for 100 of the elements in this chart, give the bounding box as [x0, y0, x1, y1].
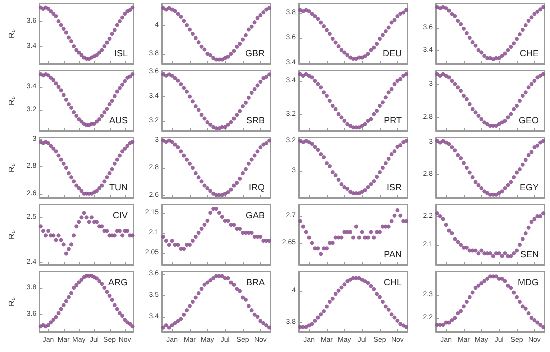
point [453, 316, 458, 320]
point [196, 40, 201, 45]
point [324, 162, 329, 166]
point [182, 19, 186, 24]
point [200, 180, 204, 184]
point [500, 276, 504, 281]
point [66, 171, 71, 176]
point [196, 291, 201, 296]
point [170, 239, 174, 243]
point [447, 142, 452, 146]
point [402, 74, 406, 78]
point [363, 188, 368, 192]
annotation: ARG [108, 278, 128, 288]
point [38, 224, 43, 229]
point [190, 300, 195, 304]
point [380, 100, 385, 105]
point [441, 323, 446, 328]
point [206, 186, 210, 190]
point [441, 72, 446, 76]
point [520, 94, 525, 98]
point [268, 6, 272, 10]
point [105, 40, 110, 45]
point [80, 53, 84, 58]
point [435, 212, 440, 216]
point [357, 192, 362, 196]
point [530, 220, 534, 224]
point [161, 235, 166, 239]
point [301, 74, 306, 78]
point [252, 87, 257, 92]
point [316, 17, 320, 21]
point [250, 24, 254, 29]
y-axis-title: R₀ [8, 163, 16, 173]
point [176, 78, 180, 83]
point [59, 307, 64, 312]
point [77, 280, 82, 285]
point [62, 303, 66, 308]
point [470, 290, 475, 295]
point [375, 42, 380, 46]
point [200, 287, 204, 292]
point [95, 189, 100, 194]
point [512, 290, 516, 295]
point [46, 323, 51, 328]
point [375, 109, 380, 113]
point [360, 124, 364, 128]
point [384, 30, 388, 34]
point [80, 120, 84, 124]
point [342, 282, 347, 287]
point [194, 235, 198, 239]
point [530, 82, 534, 86]
point [246, 304, 251, 308]
point [84, 216, 89, 220]
point [491, 254, 496, 258]
point [179, 82, 184, 86]
point [123, 146, 128, 151]
point [110, 32, 114, 36]
point [226, 276, 230, 280]
point [190, 239, 195, 243]
point [235, 44, 240, 49]
point [459, 309, 464, 314]
point [518, 32, 522, 37]
point [447, 228, 452, 233]
point [456, 240, 460, 244]
point [258, 319, 263, 324]
point [398, 12, 403, 16]
point [185, 90, 190, 94]
point [70, 242, 74, 247]
point [396, 208, 400, 212]
point [130, 72, 135, 76]
point [450, 145, 454, 150]
point [268, 239, 272, 243]
point [118, 154, 122, 158]
point [464, 97, 469, 102]
point [72, 234, 76, 238]
point [476, 183, 481, 188]
annotation: GAB [246, 210, 266, 220]
point [363, 54, 368, 58]
point [241, 104, 246, 109]
point [378, 104, 382, 108]
point [524, 90, 528, 95]
point [444, 223, 448, 227]
point [179, 14, 184, 19]
point [456, 312, 460, 316]
point [438, 74, 442, 78]
point [214, 207, 218, 211]
point [49, 320, 54, 325]
point [304, 139, 308, 143]
point [515, 37, 520, 42]
annotation: IRQ [249, 182, 266, 192]
point [250, 158, 254, 162]
point [464, 31, 469, 36]
point [170, 324, 174, 328]
point [46, 141, 51, 146]
point [238, 109, 242, 114]
point [226, 122, 230, 127]
point [509, 112, 514, 116]
point [476, 252, 481, 256]
point [340, 236, 344, 240]
point [404, 219, 409, 224]
point [322, 24, 326, 28]
point [105, 176, 110, 180]
